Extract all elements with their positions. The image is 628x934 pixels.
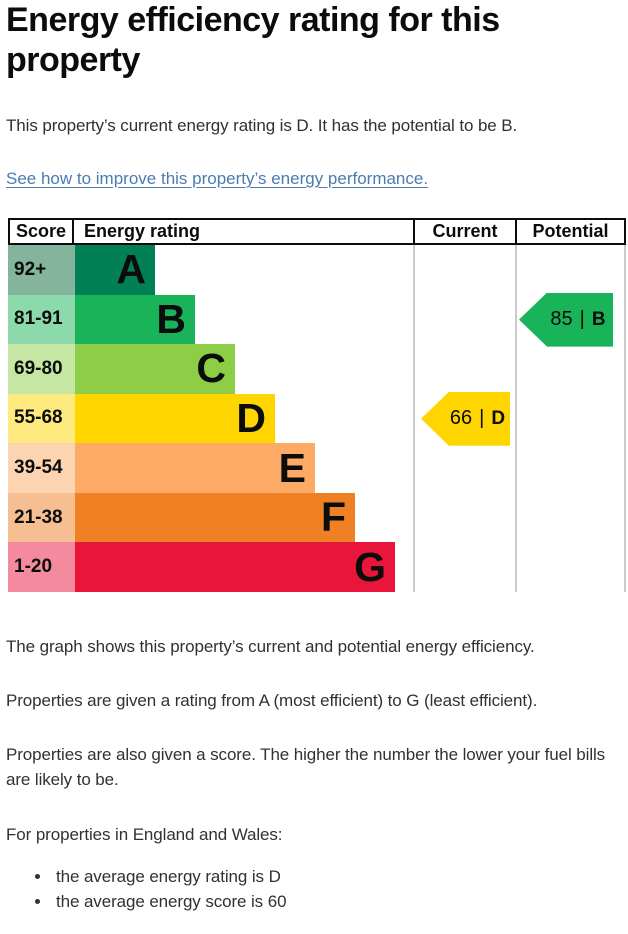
score-range: 92+: [8, 245, 75, 295]
energy-rating-chart: Score Energy rating Current Potential 92…: [8, 218, 626, 592]
chart-body: 92+ A 81-91 B 69-80 C 55-68 D 39-54 E 21…: [8, 245, 626, 592]
list-item: the average energy score is 60: [52, 889, 620, 914]
score-range: 39-54: [8, 443, 75, 493]
list-item: the average energy rating is D: [52, 864, 620, 889]
header-current: Current: [415, 220, 517, 243]
band-row-b: 81-91 B: [8, 294, 626, 345]
current-score: 66: [449, 407, 473, 430]
improvement-link-row: See how to improve this property’s energ…: [6, 166, 620, 191]
band-bar-b: B: [75, 294, 195, 345]
band-bar-a: A: [75, 245, 155, 295]
band-row-g: 1-20 G: [8, 542, 626, 592]
graph-note: The graph shows this property’s current …: [6, 637, 535, 656]
column-divider: [515, 245, 517, 592]
band-row-c: 69-80 C: [8, 344, 626, 394]
column-divider: [624, 245, 626, 592]
potential-band-letter: B: [591, 308, 606, 330]
chart-header-row: Score Energy rating Current Potential: [8, 218, 626, 245]
band-row-a: 92+ A: [8, 245, 626, 295]
current-band-letter: D: [491, 407, 506, 429]
score-range: 55-68: [8, 393, 75, 444]
band-bar-f: F: [75, 492, 355, 543]
score-range: 81-91: [8, 294, 75, 345]
score-note: Properties are also given a score. The h…: [6, 745, 606, 789]
averages-list: the average energy rating is D the avera…: [6, 864, 620, 914]
band-row-d: 55-68 D: [8, 393, 626, 444]
separator: |: [579, 308, 585, 331]
page-title: Energy efficiency rating for this proper…: [6, 1, 500, 79]
band-bar-d: D: [75, 393, 275, 444]
region-note: For properties in England and Wales:: [6, 825, 283, 844]
header-score: Score: [10, 220, 74, 243]
score-range: 1-20: [8, 542, 75, 592]
score-range: 69-80: [8, 344, 75, 394]
column-divider: [413, 245, 415, 592]
score-range: 21-38: [8, 492, 75, 543]
band-bar-g: G: [75, 542, 395, 592]
band-bar-c: C: [75, 344, 235, 394]
band-row-f: 21-38 F: [8, 492, 626, 543]
rating-note: Properties are given a rating from A (mo…: [6, 691, 538, 710]
header-potential: Potential: [532, 221, 609, 241]
separator: |: [479, 407, 485, 430]
band-bar-e: E: [75, 443, 315, 493]
band-row-e: 39-54 E: [8, 443, 626, 493]
potential-score: 85: [550, 308, 573, 331]
intro-paragraph: This property’s current energy rating is…: [6, 116, 518, 135]
improvement-link[interactable]: See how to improve this property’s energ…: [6, 169, 429, 188]
header-energy-rating: Energy rating: [74, 220, 415, 243]
